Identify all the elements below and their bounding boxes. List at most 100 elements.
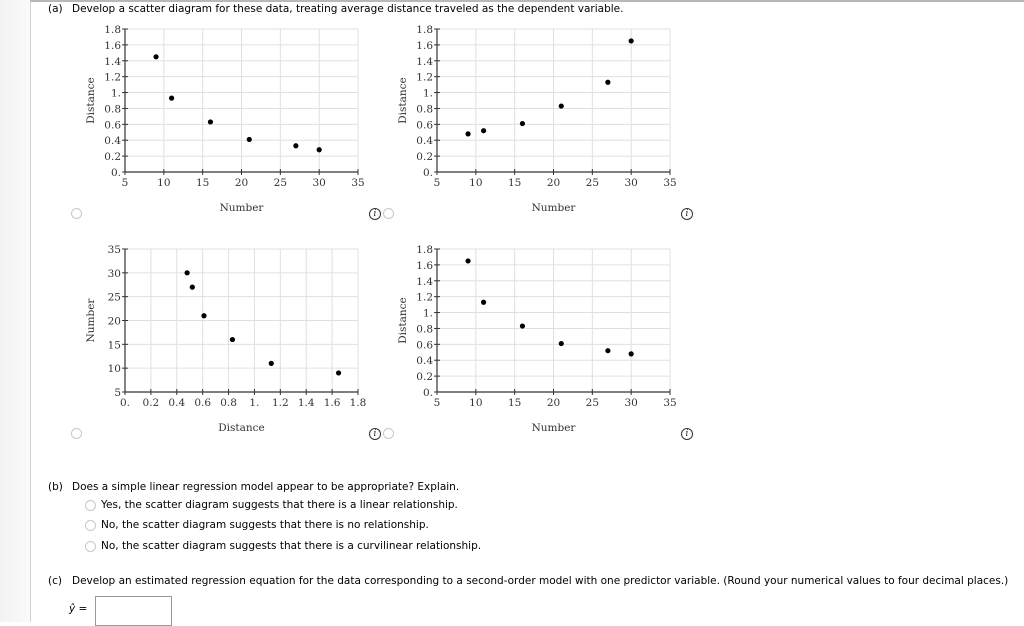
data-point bbox=[465, 258, 471, 264]
data-point bbox=[268, 360, 274, 366]
x-axis-title: Number bbox=[220, 202, 265, 214]
x-tick-label: 10 bbox=[469, 177, 482, 189]
x-tick-label: 1.8 bbox=[350, 397, 367, 409]
data-point bbox=[558, 340, 564, 347]
option-no-relationship-radio[interactable] bbox=[85, 519, 96, 531]
left-rail bbox=[0, 0, 31, 622]
y-tick-label: 1. bbox=[423, 308, 433, 320]
x-tick-label: 1.2 bbox=[272, 397, 289, 409]
y-tick-label: 1.6 bbox=[416, 40, 433, 52]
info-icon[interactable]: i bbox=[369, 428, 381, 440]
scatter-plot-svg: 5 10 15 20 25 30 35 0. 0.2 0.4 0.6 0.8 1. 1.2 1.4 1.6 1.… bbox=[85, 24, 365, 214]
x-tick-label: 0.2 bbox=[143, 397, 160, 409]
data-point bbox=[207, 119, 214, 125]
data-point bbox=[153, 54, 159, 60]
option-no-relationship[interactable]: No, the scatter diagram suggests that th… bbox=[85, 519, 429, 531]
top-divider bbox=[30, 0, 1024, 2]
chart-option-2-radio[interactable] bbox=[383, 208, 394, 219]
data-point bbox=[519, 120, 526, 127]
x-tick-label: 35 bbox=[663, 397, 676, 409]
y-tick-label: 1.2 bbox=[104, 72, 121, 84]
y-axis-title: Distance bbox=[397, 297, 409, 344]
y-tick-label: 10 bbox=[108, 363, 121, 375]
x-tick-label: 5 bbox=[434, 177, 441, 189]
y-tick-label: 0.8 bbox=[416, 103, 433, 115]
part-a-prompt: Develop a scatter diagram for these data… bbox=[72, 3, 624, 15]
scatter-plot-svg: 5 10 15 20 25 30 35 0. 0.2 0.4 0.6 0.8 1. 1.2 1.4 1.6 1.… bbox=[397, 244, 677, 434]
y-tick-label: 35 bbox=[108, 244, 121, 256]
y-axis-title: Number bbox=[85, 298, 97, 343]
data-point bbox=[293, 143, 299, 149]
y-tick-label: 1.4 bbox=[416, 276, 433, 288]
y-tick-label: 1.4 bbox=[416, 56, 433, 68]
option-linear[interactable]: Yes, the scatter diagram suggests that t… bbox=[85, 499, 458, 511]
info-icon[interactable]: i bbox=[681, 208, 693, 220]
y-tick-label: 25 bbox=[108, 292, 121, 304]
x-tick-label: 25 bbox=[586, 177, 599, 189]
y-tick-label: 1.2 bbox=[416, 292, 433, 304]
x-tick-label: 15 bbox=[508, 397, 521, 409]
option-no-relationship-label: No, the scatter diagram suggests that th… bbox=[101, 519, 429, 531]
data-point bbox=[519, 323, 526, 329]
info-icon[interactable]: i bbox=[369, 208, 381, 220]
y-tick-label: 1. bbox=[111, 88, 121, 100]
y-tick-label: 0.4 bbox=[104, 135, 121, 147]
y-tick-label: 0.6 bbox=[416, 119, 433, 131]
data-point bbox=[605, 79, 611, 85]
option-curvilinear[interactable]: No, the scatter diagram suggests that th… bbox=[85, 540, 481, 552]
data-point bbox=[481, 299, 487, 305]
x-tick-label: 20 bbox=[547, 177, 560, 189]
data-point bbox=[184, 270, 190, 276]
x-tick-label: 30 bbox=[624, 397, 637, 409]
data-point bbox=[558, 103, 564, 109]
data-point bbox=[628, 351, 634, 357]
scatter-chart-option-2: 5 10 15 20 25 30 35 0. 0.2 0.4 0.6 0.8 1. 1.2 1.4 1.6 1.… bbox=[392, 20, 692, 220]
x-tick-label: 15 bbox=[196, 177, 209, 189]
y-tick-label: 0.6 bbox=[416, 339, 433, 351]
x-tick-label: 25 bbox=[586, 397, 599, 409]
x-tick-label: 30 bbox=[312, 177, 325, 189]
y-tick-label: 0. bbox=[423, 387, 433, 399]
y-tick-label: 0.2 bbox=[416, 151, 433, 163]
x-tick-label: 5 bbox=[434, 397, 441, 409]
x-tick-label: 10 bbox=[157, 177, 170, 189]
option-linear-radio[interactable] bbox=[85, 499, 96, 511]
regression-equation-input[interactable] bbox=[95, 596, 172, 626]
y-axis-title: Distance bbox=[397, 77, 409, 124]
x-tick-label: 0.4 bbox=[168, 397, 185, 409]
part-c-label: (c) bbox=[48, 575, 62, 587]
data-point bbox=[628, 38, 634, 44]
y-tick-label: 30 bbox=[108, 268, 121, 280]
chart-option-4-radio[interactable] bbox=[383, 428, 394, 439]
option-curvilinear-label: No, the scatter diagram suggests that th… bbox=[101, 540, 482, 552]
y-tick-label: 0.8 bbox=[104, 103, 121, 115]
y-tick-label: 1.8 bbox=[416, 244, 433, 256]
data-point bbox=[605, 348, 611, 354]
info-icon[interactable]: i bbox=[681, 428, 693, 440]
data-point bbox=[335, 370, 342, 376]
data-point bbox=[246, 136, 252, 143]
y-tick-label: 0.2 bbox=[416, 371, 433, 383]
chart-option-1-radio[interactable] bbox=[71, 208, 82, 219]
y-tick-label: 1.8 bbox=[416, 24, 433, 36]
x-axis-title: Number bbox=[532, 422, 577, 434]
data-point bbox=[201, 313, 207, 319]
scatter-plot-svg: 0. 0.2 0.4 0.6 0.8 1. 1.2 1.4 1.6 1.8 5 10 15 20 25 30 3… bbox=[85, 244, 367, 434]
part-a-label: (a) bbox=[48, 3, 63, 15]
data-point bbox=[481, 128, 487, 134]
y-tick-label: 15 bbox=[108, 339, 121, 351]
y-tick-label: 0. bbox=[423, 167, 433, 179]
y-tick-label: 1.8 bbox=[104, 24, 121, 36]
y-axis-title: Distance bbox=[85, 77, 97, 124]
y-tick-label: 0.4 bbox=[416, 135, 433, 147]
yhat-label: ŷ = bbox=[69, 603, 88, 615]
x-tick-label: 0.8 bbox=[220, 397, 237, 409]
option-curvilinear-radio[interactable] bbox=[85, 540, 96, 552]
y-tick-label: 20 bbox=[108, 316, 121, 328]
chart-option-3-radio[interactable] bbox=[71, 428, 82, 439]
x-tick-label: 35 bbox=[351, 177, 364, 189]
part-b-label: (b) bbox=[48, 481, 63, 493]
x-tick-label: 1.4 bbox=[298, 397, 315, 409]
option-linear-label: Yes, the scatter diagram suggests that t… bbox=[101, 499, 458, 511]
y-tick-label: 0.6 bbox=[104, 119, 121, 131]
